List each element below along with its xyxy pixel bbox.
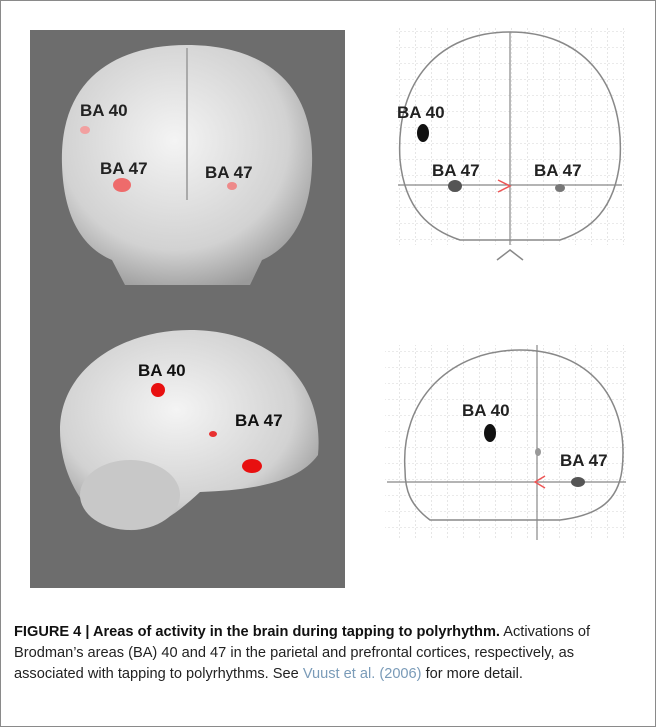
coronal-glass-brain [395, 28, 625, 260]
region-label: BA 40 [462, 401, 510, 420]
region-label: BA 40 [80, 101, 128, 120]
figure: BA 40 BA 47 BA 47 BA 40 BA 47 BA 47 BA 4… [0, 0, 656, 600]
region-label: BA 40 [138, 361, 186, 380]
citation-link[interactable]: Vuust et al. (2006) [303, 666, 422, 682]
region-label: BA 40 [397, 103, 445, 122]
region-label: BA 47 [432, 161, 480, 180]
caption-title: FIGURE 4 | Areas of activity in the brai… [14, 624, 500, 640]
caption: FIGURE 4 | Areas of activity in the brai… [14, 622, 644, 685]
region-label: BA 47 [205, 163, 253, 182]
region-label: BA 47 [534, 161, 582, 180]
region-label: BA 47 [235, 411, 283, 430]
caption-text: for more detail. [426, 666, 523, 682]
region-label: BA 47 [100, 159, 148, 178]
sagittal-glass-brain [385, 345, 628, 540]
region-label: BA 47 [560, 451, 608, 470]
